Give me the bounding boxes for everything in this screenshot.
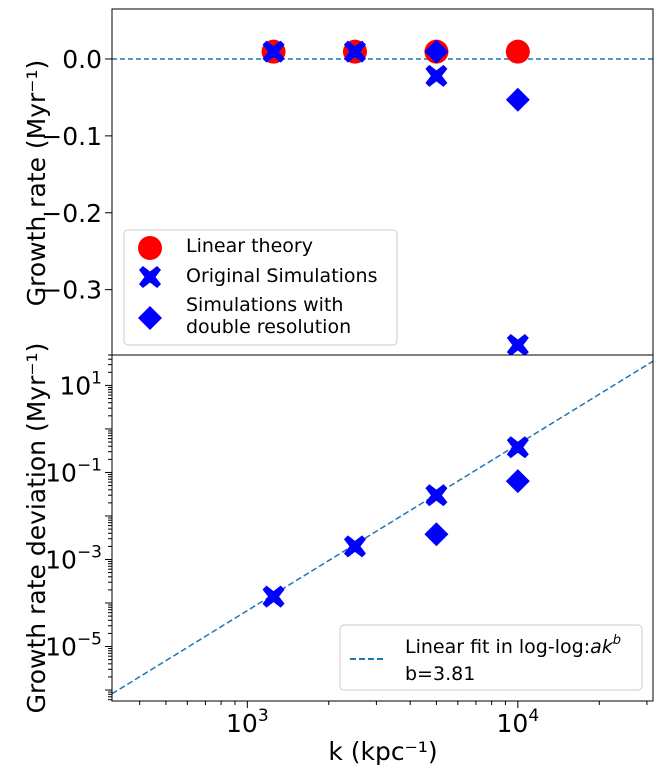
bottom-legend: Linear fit in log-log:akb b=3.81 [339, 624, 643, 691]
bottom-x-axis-title: k (kpc⁻¹) [328, 737, 437, 766]
top-y-tick-label: 0.0 [62, 45, 102, 74]
bottom-y-tick-exponent: −5 [77, 630, 102, 650]
legend-fit-math-exponent: b [613, 633, 621, 648]
top-y-tick-label: −0.3 [41, 276, 102, 305]
bottom-y-tick-base: 10 [45, 633, 77, 662]
top-legend: Linear theory Original Simulations Simul… [123, 229, 398, 346]
legend-label-double-resolution-line2: double resolution [186, 316, 351, 338]
legend-label-fit-b: b=3.81 [405, 663, 475, 685]
bottom-y-tick-base: 10 [59, 371, 91, 400]
bottom-y-tick-exponent: 1 [91, 368, 102, 388]
fit-line [111, 360, 654, 695]
original-simulation-point [506, 334, 529, 357]
legend-label-linear-theory: Linear theory [186, 235, 313, 257]
original-simulation-deviation-point [506, 436, 529, 459]
top-y-tick-label: −0.1 [41, 122, 102, 151]
bottom-y-tick-exponent: −1 [77, 455, 102, 475]
double-resolution-deviation-point [424, 522, 449, 547]
legend-marker-original-simulation-point [139, 266, 161, 288]
legend-label-double-resolution-line1: Simulations with [186, 294, 343, 316]
legend-fit-text: Linear fit in log-log: [405, 636, 590, 658]
bottom-y-tick-label: 10−5 [45, 630, 102, 662]
original-simulation-deviation-point [425, 484, 448, 507]
original-simulation-deviation-point [262, 585, 285, 608]
double-resolution-deviation-point [505, 469, 530, 494]
bottom-legend-box [339, 624, 643, 691]
top-panel: 0.0−0.1−0.2−0.3103104 Growth rate (Myr⁻¹… [22, 8, 654, 392]
bottom-y-tick-base: 10 [45, 458, 77, 487]
bottom-x-tick-exponent: 3 [258, 706, 269, 726]
bottom-y-tick-exponent: −3 [77, 542, 102, 562]
fit-dashed-line [111, 360, 654, 695]
top-legend-box [123, 229, 398, 346]
bottom-x-tick-base: 10 [226, 709, 258, 738]
linear-theory-point [505, 39, 530, 64]
bottom-y-tick-label: 10−3 [45, 542, 102, 574]
top-y-axis-title: Growth rate (Myr⁻¹) [22, 60, 51, 307]
legend-marker-double-resolution-point [138, 306, 162, 330]
bottom-data-marks [262, 436, 530, 608]
original-simulation-deviation-point [343, 535, 366, 558]
bottom-x-tick-label: 104 [497, 706, 540, 738]
original-simulation-point [343, 40, 366, 63]
bottom-y-axis-title: Growth rate deviation (Myr⁻¹) [22, 343, 51, 714]
bottom-y-tick-label: 10−1 [45, 455, 102, 487]
bottom-x-tick-base: 10 [497, 709, 529, 738]
top-y-tick-label: −0.2 [41, 199, 102, 228]
bottom-plot-frame [111, 354, 654, 702]
original-simulation-point [425, 64, 448, 87]
bottom-y-tick-label: 101 [59, 368, 102, 400]
original-simulation-point [262, 40, 285, 63]
legend-marker-linear-theory-point [138, 236, 162, 260]
legend-label-original-simulations: Original Simulations [186, 265, 378, 287]
top-data-marks [261, 39, 530, 357]
double-resolution-point [424, 39, 449, 64]
top-legend-markers [138, 236, 162, 330]
legend-label-fit: Linear fit in log-log:akb [405, 633, 621, 658]
legend-fit-math: ak [590, 636, 614, 658]
double-resolution-point [505, 87, 530, 112]
bottom-x-tick-exponent: 4 [528, 706, 539, 726]
bottom-x-tick-label: 103 [226, 706, 269, 738]
bottom-y-tick-base: 10 [45, 545, 77, 574]
